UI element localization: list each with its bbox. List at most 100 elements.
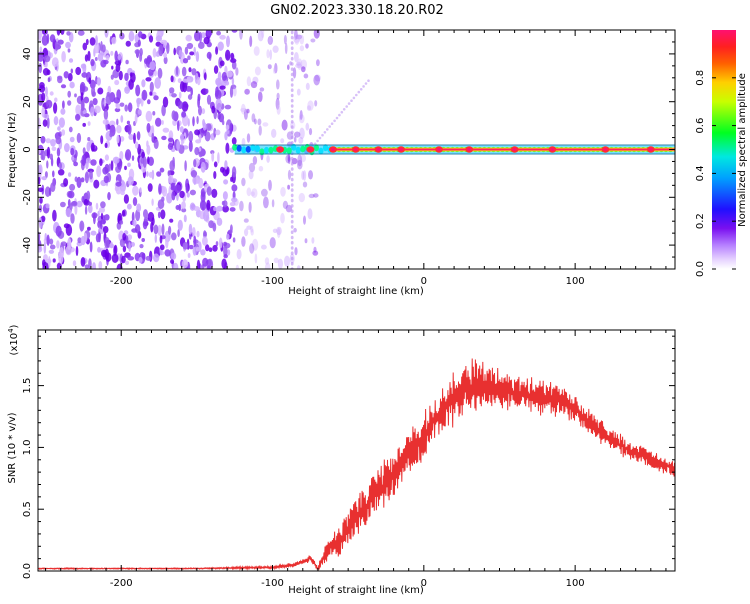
spectrogram-noise-speck (80, 235, 86, 246)
spectrogram-noise-speck (38, 117, 41, 130)
spectrogram-noise-speck (97, 87, 104, 95)
spectrogram-noise-speck (51, 57, 59, 67)
spectrogram-noise-speck (164, 249, 171, 257)
spectrogram-noise-speck (206, 30, 213, 37)
spectrogram-noise-speck (138, 31, 143, 38)
spectrogram-noise-speck (140, 157, 145, 164)
spectrogram-noise-speck (189, 189, 196, 196)
spectrogram-band-blob (268, 146, 274, 154)
spectrogram-noise-speck (75, 113, 81, 121)
spectrogram-diagonal-streak (350, 99, 353, 102)
spectrogram-noise-speck (293, 227, 297, 233)
spectrogram-noise-speck (139, 187, 142, 193)
spectrogram-noise-speck (148, 171, 153, 178)
spectrogram-noise-speck (154, 77, 161, 89)
spectrogram-noise-speck (41, 30, 48, 35)
spectrogram-noise-speck (72, 260, 77, 267)
spectrogram-noise-speck (248, 201, 252, 213)
spectrogram-noise-speck (50, 138, 56, 147)
spectrogram-diagonal-streak (340, 110, 344, 114)
spectrogram-noise-speck (273, 257, 279, 264)
spectrogram-noise-speck (193, 235, 197, 248)
snr-ytick-label: 1.5 (22, 378, 33, 394)
spectrogram-noise-speck (93, 179, 100, 189)
spectrogram-noise-speck (241, 177, 246, 187)
spectrogram-noise-speck (100, 212, 104, 220)
spectrogram-noise-speck (297, 58, 303, 70)
spectrogram-noise-speck (184, 160, 187, 172)
spectrogram-vertical-streak (290, 209, 294, 213)
spectrogram-noise-speck (202, 257, 209, 267)
spectrogram-noise-speck (159, 235, 163, 244)
spectrogram-noise-speck (300, 154, 306, 163)
spectrogram-noise-speck (177, 219, 183, 231)
spectrogram-noise-speck (313, 74, 321, 86)
spectrogram-noise-speck (248, 170, 254, 180)
spectrogram-noise-speck (132, 197, 138, 206)
spectrogram-noise-speck (70, 68, 74, 74)
spectrogram-noise-speck (159, 167, 165, 173)
spectrogram-noise-speck (285, 204, 293, 213)
spectrogram-noise-speck (287, 153, 291, 162)
spectrogram-noise-speck (73, 161, 78, 167)
spectrogram-noise-speck (45, 138, 51, 144)
spectrogram-vertical-streak (290, 125, 294, 129)
spectrogram-noise-speck (271, 128, 277, 138)
spectrogram-noise-speck (276, 104, 281, 115)
spectrogram-noise-speck (103, 98, 107, 107)
spectrogram-noise-speck (84, 54, 89, 62)
spectrogram-ytick-label: -20 (22, 189, 33, 205)
spectrogram-noise-speck (205, 123, 212, 131)
snr-series-line (38, 358, 675, 571)
spectrogram-noise-speck (173, 262, 179, 269)
spectrogram-noise-speck (55, 225, 62, 237)
spectrogram-noise-speck (53, 102, 58, 114)
snr-frame (37, 329, 676, 572)
spectrogram-noise-speck (222, 191, 228, 201)
spectrogram-noise-speck (169, 160, 175, 172)
spectrogram-diagonal-streak (352, 96, 356, 100)
spectrogram-noise-speck (125, 40, 131, 47)
spectrogram-band-hotspot-core (399, 147, 404, 152)
spectrogram-noise-speck (116, 125, 122, 134)
spectrogram-band-hotspot-core (467, 147, 472, 152)
spectrogram-noise-speck (266, 49, 270, 59)
spectrogram-vertical-streak (290, 62, 294, 66)
spectrogram-noise-speck (149, 61, 156, 71)
spectrogram-noise-speck (216, 205, 223, 212)
spectrogram-noise-speck (157, 224, 162, 236)
spectrogram-ylabel: Frequency (Hz) (7, 112, 18, 188)
spectrogram-noise-speck (208, 220, 215, 229)
spectrogram-noise-speck (211, 188, 218, 198)
spectrogram-noise-speck (63, 71, 69, 79)
spectrogram-noise-speck (185, 182, 189, 194)
spectrogram-noise-speck (85, 159, 89, 170)
spectrogram-noise-speck (246, 133, 251, 143)
spectrogram-noise-speck (250, 228, 254, 236)
spectrogram-noise-speck (127, 256, 135, 261)
spectrogram-noise-speck (254, 253, 258, 264)
spectrogram-noise-speck (160, 244, 165, 251)
spectrogram-noise-speck (206, 199, 211, 211)
spectrogram-noise-speck (185, 34, 192, 42)
spectrogram-noise-speck (110, 74, 114, 80)
spectrogram-noise-speck (79, 81, 86, 92)
spectrogram-noise-speck (60, 201, 66, 208)
spectrogram-noise-speck (90, 142, 95, 152)
spectrogram-noise-speck (44, 60, 48, 68)
spectrogram-noise-speck (216, 217, 223, 226)
spectrogram-noise-speck (87, 50, 91, 62)
spectrogram-band-blob (245, 146, 251, 153)
spectrogram-noise-speck (38, 62, 43, 74)
spectrogram-noise-speck (177, 101, 184, 109)
spectrogram-noise-speck (67, 90, 71, 98)
spectrogram-noise-speck (116, 118, 119, 126)
spectrogram-vertical-streak (290, 235, 294, 240)
spectrogram-noise-speck (230, 176, 233, 182)
spectrogram-band-blob (322, 144, 329, 152)
spectrogram-noise-speck (131, 155, 135, 162)
snr-multiplier: (x104) (7, 324, 20, 355)
spectrogram-noise-speck (181, 101, 189, 112)
spectrogram-noise-speck (307, 208, 313, 220)
